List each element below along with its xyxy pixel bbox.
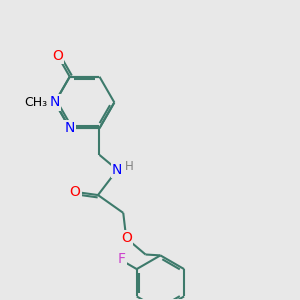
Text: O: O <box>52 49 63 63</box>
Text: O: O <box>70 185 80 199</box>
Text: N: N <box>64 121 75 135</box>
Text: N: N <box>112 163 122 177</box>
Text: N: N <box>50 95 60 110</box>
Text: CH₃: CH₃ <box>25 96 48 109</box>
Text: O: O <box>121 231 132 245</box>
Text: H: H <box>125 160 134 173</box>
Text: F: F <box>118 252 125 266</box>
